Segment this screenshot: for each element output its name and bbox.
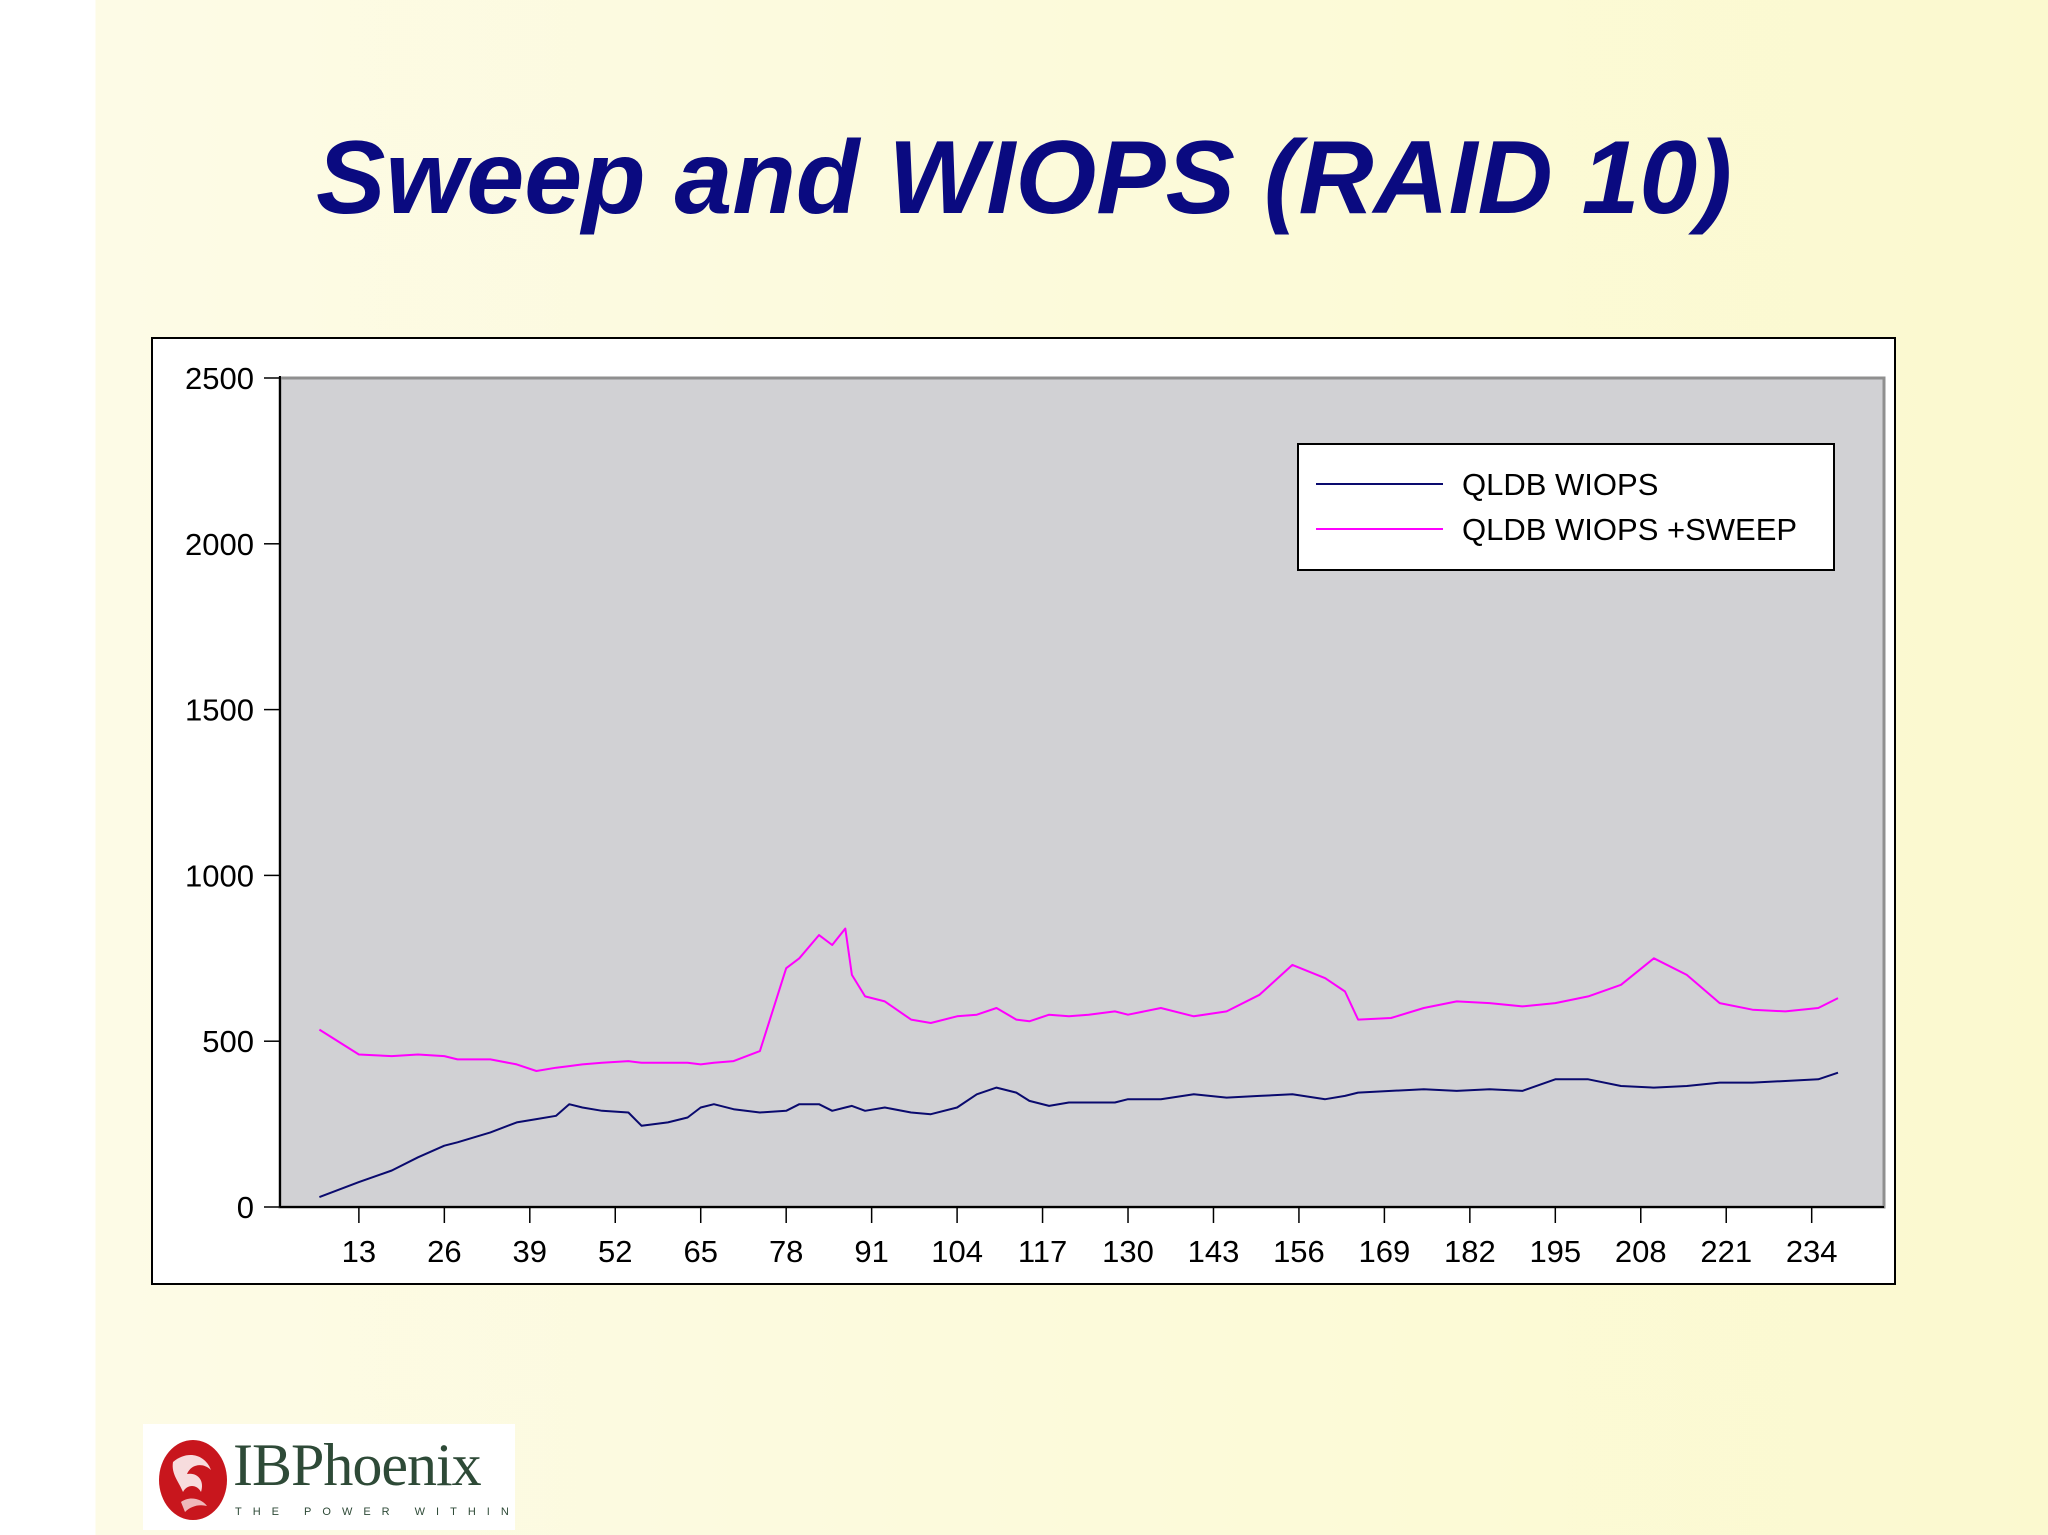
chart-frame: 0 500 1000 1500 2000 2500 13 26 39 52 65 78 91 104 117… — [151, 337, 1896, 1285]
phoenix-icon — [159, 1440, 227, 1520]
x-tick-label: 52 — [598, 1234, 632, 1269]
series-line-qldb-wiops-sweep — [318, 927, 1839, 1072]
x-tick-label: 78 — [769, 1234, 803, 1269]
legend-label: QLDB WIOPS +SWEEP — [1462, 512, 1797, 547]
x-tick-label: 91 — [854, 1234, 888, 1269]
line-chart: 0 500 1000 1500 2000 2500 13 26 39 52 65 78 91 104 117… — [185, 361, 1886, 1269]
x-tick-label: 208 — [1615, 1234, 1667, 1269]
y-tick-label: 1500 — [185, 693, 254, 728]
y-tick-label: 2000 — [185, 527, 254, 562]
x-tick-label: 117 — [1018, 1234, 1067, 1269]
x-tick-label: 13 — [342, 1234, 376, 1269]
y-tick-label: 0 — [237, 1190, 254, 1225]
legend-box — [1297, 443, 1835, 571]
x-tick-label: 169 — [1359, 1234, 1411, 1269]
x-tick-label: 182 — [1444, 1234, 1496, 1269]
logo-tagline: THE POWER WITHIN — [235, 1506, 520, 1518]
x-tick-label: 221 — [1700, 1234, 1752, 1269]
x-tick-label: 195 — [1529, 1234, 1581, 1269]
y-tick-label: 500 — [202, 1024, 254, 1059]
x-tick-label: 26 — [427, 1234, 461, 1269]
legend-label: QLDB WIOPS — [1462, 467, 1658, 502]
series-line-qldb-wiops — [319, 1071, 1839, 1199]
x-tick-label: 104 — [931, 1234, 983, 1269]
x-tick-label: 234 — [1786, 1234, 1838, 1269]
logo-name: IBPhoenix — [233, 1432, 482, 1498]
x-tick-label: 130 — [1102, 1234, 1154, 1269]
slide-title: Sweep and WIOPS (RAID 10) — [316, 120, 1732, 236]
y-tick-label: 2500 — [185, 361, 254, 396]
ibphoenix-logo[interactable]: IBPhoenix THE POWER WITHIN — [143, 1424, 515, 1530]
x-tick-label: 65 — [683, 1234, 717, 1269]
x-tick-label: 143 — [1188, 1234, 1240, 1269]
x-tick-label: 39 — [513, 1234, 547, 1269]
x-tick-label: 156 — [1273, 1234, 1325, 1269]
y-tick-label: 1000 — [185, 858, 254, 893]
